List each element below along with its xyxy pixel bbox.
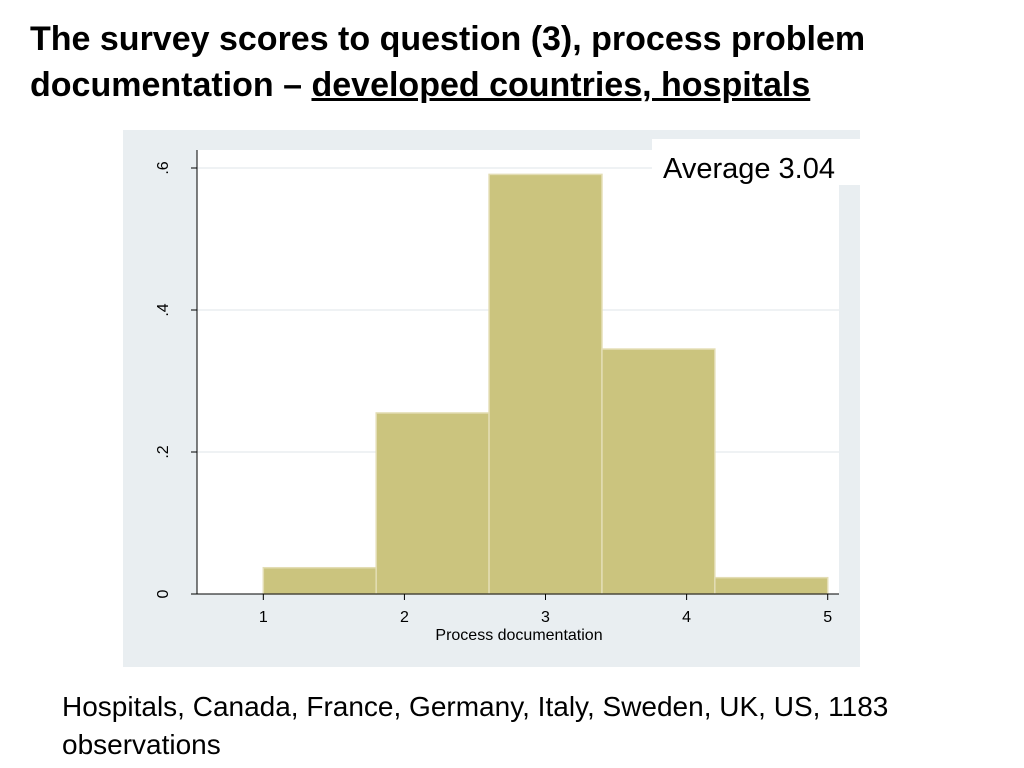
x-tick-label: 3 [541,609,550,626]
title-emphasis: developed countries, hospitals [311,66,811,104]
histogram-bar [262,566,377,595]
x-axis-label: Process documentation [435,627,602,644]
x-tick-label: 2 [400,609,409,626]
y-ticks: 0 .2 .4 .6 [155,161,197,598]
histogram-bar [714,576,829,595]
y-tick-label: 0 [155,589,172,598]
histogram-bar [601,348,716,595]
average-annotation: Average 3.04 [663,153,835,185]
x-tick-label: 5 [823,609,832,626]
x-tick-label: 1 [259,609,268,626]
y-tick-label: .4 [155,303,172,316]
x-tick-label: 4 [682,609,691,626]
bars [262,173,829,595]
footnote: Hospitals, Canada, France, Germany, Ital… [62,691,889,760]
histogram-bar [375,412,490,595]
slide-title: The survey scores to question (3), proce… [30,16,1020,108]
annotation-box [652,139,864,185]
x-ticks: 1 2 3 4 5 [259,594,832,626]
y-tick-label: .6 [155,161,172,174]
title-text: The survey scores to question (3), proce… [30,20,866,104]
y-tick-label: .2 [155,445,172,458]
histogram-bar [488,173,603,595]
